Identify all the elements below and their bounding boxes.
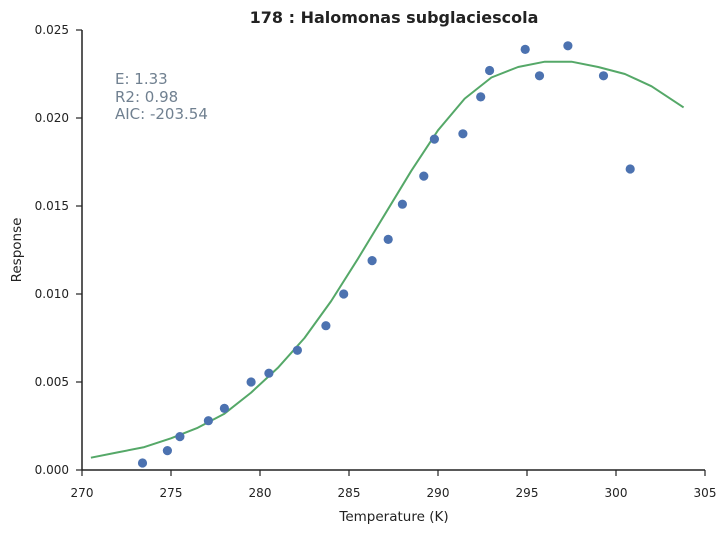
data-point — [162, 446, 172, 456]
data-point — [429, 134, 439, 144]
data-point — [397, 199, 407, 209]
stats-annotation: E: 1.33 R2: 0.98 AIC: -203.54 — [115, 70, 208, 123]
data-points-layer — [137, 41, 635, 468]
data-point — [203, 416, 213, 426]
stat-e: E: 1.33 — [115, 70, 168, 88]
y-tick-label: 0.025 — [35, 23, 69, 37]
data-point — [419, 171, 429, 181]
x-tick-label: 305 — [694, 486, 717, 500]
x-tick-label: 295 — [516, 486, 539, 500]
data-point — [264, 368, 274, 378]
data-point — [321, 321, 331, 331]
x-axis-ticks: 270 275 280 285 290 295 300 305 — [71, 470, 717, 500]
x-tick-label: 290 — [427, 486, 450, 500]
data-point — [292, 345, 302, 355]
data-point — [598, 71, 609, 81]
data-point — [383, 234, 393, 244]
y-axis-title: Response — [9, 218, 25, 283]
x-tick-label: 280 — [249, 486, 272, 500]
y-tick-label: 0.020 — [35, 111, 69, 125]
x-tick-label: 285 — [338, 486, 361, 500]
y-axis-ticks: 0.000 0.005 0.010 0.015 0.020 0.025 — [35, 23, 82, 477]
data-point — [476, 92, 486, 102]
data-point — [246, 377, 256, 387]
data-point — [175, 432, 185, 442]
data-point — [534, 71, 545, 81]
data-point — [520, 44, 530, 55]
stat-aic: AIC: -203.54 — [115, 105, 208, 123]
y-tick-label: 0.015 — [35, 199, 69, 213]
data-point — [458, 129, 468, 139]
data-point — [563, 41, 573, 51]
x-tick-label: 275 — [160, 486, 183, 500]
data-point — [625, 164, 635, 174]
y-tick-label: 0.000 — [35, 463, 69, 477]
x-axis-title: Temperature (K) — [338, 509, 448, 525]
x-tick-label: 270 — [71, 486, 94, 500]
data-point — [137, 458, 148, 468]
data-point — [219, 403, 229, 413]
fit-curve — [90, 60, 685, 459]
chart-title: 178 : Halomonas subglaciescola — [250, 8, 539, 27]
data-point — [339, 289, 349, 299]
stat-r2: R2: 0.98 — [115, 88, 178, 106]
y-tick-label: 0.005 — [35, 375, 69, 389]
y-tick-label: 0.010 — [35, 287, 69, 301]
data-point — [485, 65, 495, 76]
fit-curve-layer — [90, 60, 685, 459]
plot-area: 270 275 280 285 290 295 300 305 0.000 0.005 0.010… — [35, 23, 717, 500]
x-tick-label: 300 — [605, 486, 628, 500]
data-point — [367, 256, 377, 266]
